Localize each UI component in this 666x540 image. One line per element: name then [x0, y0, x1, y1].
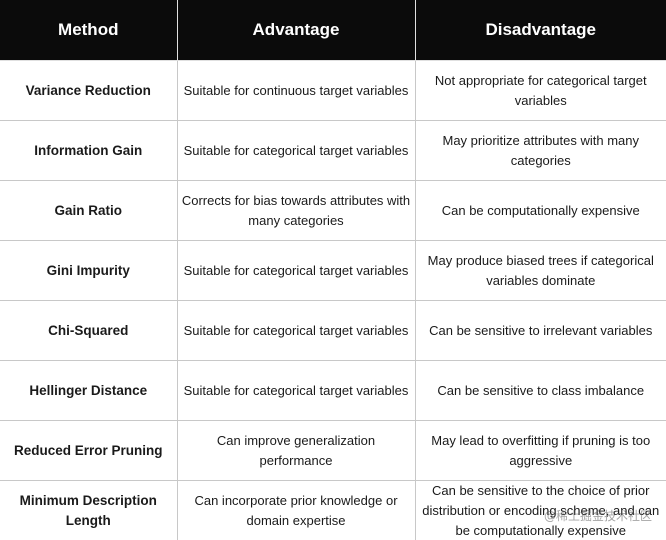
method-cell: Chi-Squared	[0, 300, 178, 361]
header-disadvantage: Disadvantage	[414, 0, 666, 61]
header-row: Method Advantage Disadvantage	[0, 0, 666, 61]
disadvantage-cell: Can be computationally expensive	[414, 180, 666, 241]
table-row: Gini Impurity Suitable for categorical t…	[0, 240, 666, 301]
header-advantage: Advantage	[176, 0, 416, 61]
header-method: Method	[0, 0, 178, 61]
advantage-cell: Corrects for bias towards attributes wit…	[176, 180, 416, 241]
advantage-cell: Suitable for continuous target variables	[176, 60, 416, 121]
method-cell: Information Gain	[0, 120, 178, 181]
table-row: Minimum Description Length Can incorpora…	[0, 480, 666, 540]
disadvantage-cell: Not appropriate for categorical target v…	[414, 60, 666, 121]
advantage-cell: Suitable for categorical target variable…	[176, 300, 416, 361]
advantage-cell: Can incorporate prior knowledge or domai…	[176, 480, 416, 540]
disadvantage-cell: Can be sensitive to the choice of prior …	[414, 480, 666, 540]
table-row: Hellinger Distance Suitable for categori…	[0, 360, 666, 421]
method-cell: Variance Reduction	[0, 60, 178, 121]
table-row: Variance Reduction Suitable for continuo…	[0, 60, 666, 121]
disadvantage-cell: May prioritize attributes with many cate…	[414, 120, 666, 181]
advantage-cell: Suitable for categorical target variable…	[176, 240, 416, 301]
method-cell: Gain Ratio	[0, 180, 178, 241]
disadvantage-cell: May produce biased trees if categorical …	[414, 240, 666, 301]
disadvantage-cell: May lead to overfitting if pruning is to…	[414, 420, 666, 481]
table-row: Chi-Squared Suitable for categorical tar…	[0, 300, 666, 361]
disadvantage-cell: Can be sensitive to irrelevant variables	[414, 300, 666, 361]
method-cell: Reduced Error Pruning	[0, 420, 178, 481]
method-cell: Hellinger Distance	[0, 360, 178, 421]
disadvantage-cell: Can be sensitive to class imbalance	[414, 360, 666, 421]
table-row: Information Gain Suitable for categorica…	[0, 120, 666, 181]
advantage-cell: Suitable for categorical target variable…	[176, 120, 416, 181]
table-row: Gain Ratio Corrects for bias towards att…	[0, 180, 666, 241]
table-row: Reduced Error Pruning Can improve genera…	[0, 420, 666, 481]
method-cell: Gini Impurity	[0, 240, 178, 301]
advantage-cell: Suitable for categorical target variable…	[176, 360, 416, 421]
method-cell: Minimum Description Length	[0, 480, 178, 540]
advantage-cell: Can improve generalization performance	[176, 420, 416, 481]
